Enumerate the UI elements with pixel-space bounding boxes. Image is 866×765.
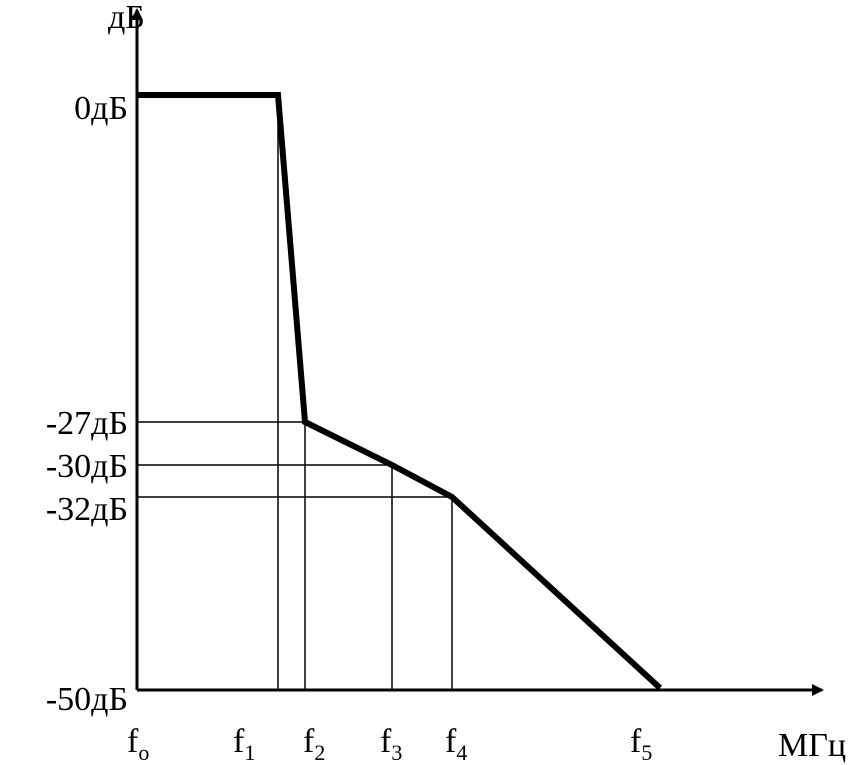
x-label-base: f: [445, 723, 457, 760]
x-label: f1: [233, 723, 255, 765]
x-label-sub: o: [138, 740, 149, 765]
x-label-base: f: [127, 723, 139, 760]
y-label: -27дБ: [46, 405, 128, 442]
x-label-sub: 4: [456, 740, 467, 765]
y-label: -30дБ: [46, 448, 128, 485]
x-label-base: f: [630, 723, 642, 760]
x-label: f2: [303, 723, 325, 765]
x-label-sub: 1: [244, 740, 255, 765]
x-label-base: f: [233, 723, 245, 760]
x-label: fo: [127, 723, 149, 765]
guide-lines: [137, 95, 453, 690]
x-label-base: f: [380, 723, 392, 760]
y-label: 0дБ: [74, 90, 128, 127]
x-label-sub: 2: [314, 740, 325, 765]
x-label: f4: [445, 723, 467, 765]
x-label-sub: 3: [391, 740, 402, 765]
x-label: f5: [630, 723, 652, 765]
x-label-sub: 5: [641, 740, 652, 765]
x-label-base: f: [303, 723, 315, 760]
y-axis-label: дБ: [108, 0, 145, 36]
y-label: -50дБ: [46, 681, 128, 718]
y-label: -32дБ: [46, 491, 128, 528]
x-label: f3: [380, 723, 402, 765]
mask-curve: [137, 92, 663, 691]
x-axis-label: МГц: [778, 727, 846, 764]
